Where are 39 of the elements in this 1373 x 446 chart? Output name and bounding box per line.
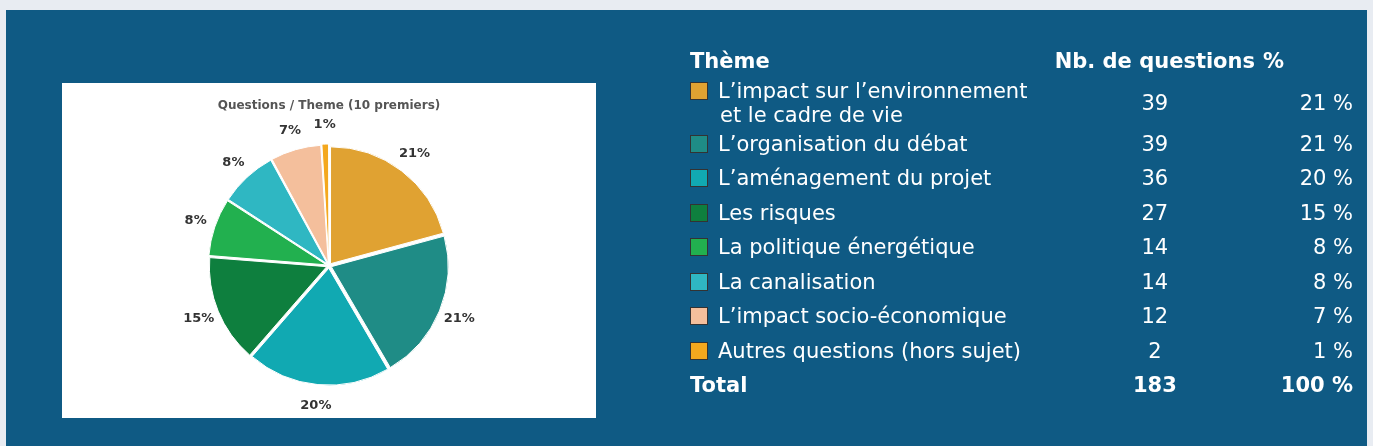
text: Nb. de questions bbox=[1053, 48, 1256, 76]
text: 14 bbox=[1140, 234, 1170, 262]
text: 2 bbox=[1147, 337, 1163, 365]
text: 39 bbox=[1140, 89, 1170, 117]
text: 21 % bbox=[1298, 89, 1354, 117]
legend-label: La politique énergétique bbox=[718, 235, 975, 260]
text: 100 % bbox=[1279, 372, 1354, 400]
data-label: 1% bbox=[313, 116, 336, 132]
legend-label: L’impact sur l’environnement et le cadre de vie bbox=[718, 78, 1028, 127]
text: 8 % bbox=[1312, 268, 1354, 296]
data-label: 8% bbox=[184, 211, 207, 227]
data-label: 21% bbox=[443, 310, 475, 326]
data-label: 8% bbox=[222, 153, 245, 169]
text: Total bbox=[689, 372, 749, 400]
text: 8 % bbox=[1312, 234, 1354, 262]
data-label: 21% bbox=[399, 145, 431, 161]
legend-label: L’organisation du débat bbox=[718, 131, 968, 156]
text: 27 bbox=[1140, 199, 1170, 227]
text: 14 bbox=[1140, 268, 1170, 296]
legend-label: Autres questions (hors sujet) bbox=[718, 338, 1021, 363]
data-label: 20% bbox=[300, 397, 332, 413]
text: 12 bbox=[1140, 303, 1170, 331]
text: Questions / Theme (10 premiers) bbox=[217, 98, 441, 113]
text: 36 bbox=[1140, 165, 1170, 193]
legend-label: La canalisation bbox=[718, 269, 876, 294]
text: 183 bbox=[1131, 372, 1178, 400]
text: 15 % bbox=[1298, 199, 1354, 227]
text: % bbox=[1262, 48, 1286, 76]
text: 1 % bbox=[1312, 337, 1354, 365]
legend-label: L’aménagement du projet bbox=[718, 166, 992, 191]
legend-label: L’impact socio-économique bbox=[718, 304, 1007, 329]
text: 39 bbox=[1140, 130, 1170, 158]
data-label: 7% bbox=[279, 121, 302, 137]
text: 7 % bbox=[1312, 303, 1354, 331]
text: Thème bbox=[689, 48, 771, 76]
text: 21 % bbox=[1298, 130, 1354, 158]
legend-label: Les risques bbox=[718, 200, 836, 225]
text: 20 % bbox=[1298, 165, 1354, 193]
data-label: 15% bbox=[183, 310, 215, 326]
